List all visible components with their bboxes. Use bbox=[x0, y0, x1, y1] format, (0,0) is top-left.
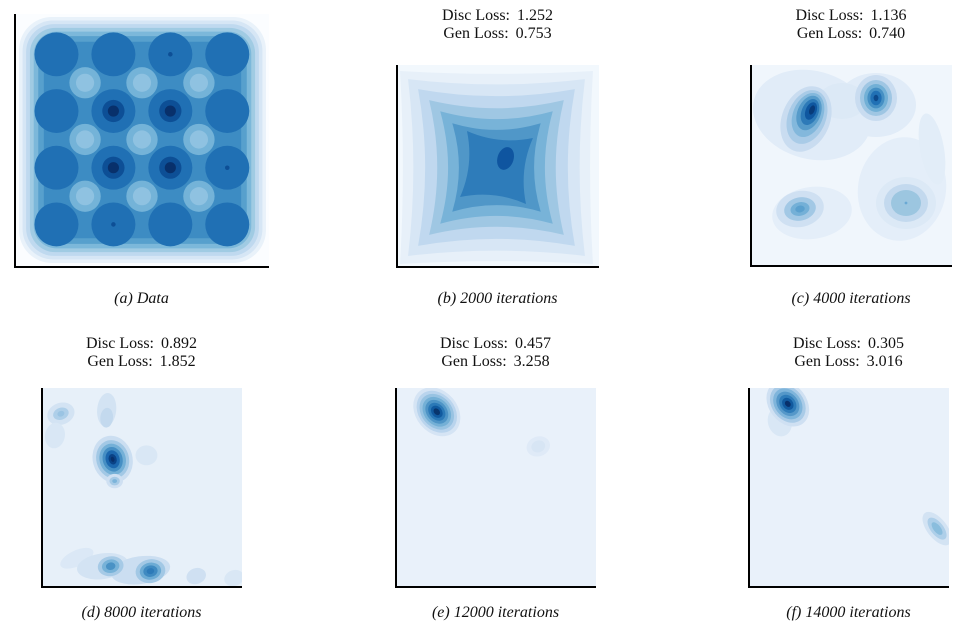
caption-a: (a) Data bbox=[114, 290, 169, 307]
gen-loss-line: Gen Loss: 1.852 bbox=[41, 353, 242, 371]
gen-loss-line: Gen Loss: 3.258 bbox=[395, 353, 596, 371]
contour-plot-12000-iterations bbox=[395, 388, 596, 588]
loss-readout-b: Disc Loss: 1.252 Gen Loss: 0.753 bbox=[396, 7, 599, 43]
disc-loss-label: Disc Loss: bbox=[440, 335, 508, 352]
contour-plot-2000-iterations bbox=[396, 65, 599, 268]
caption-c: (c) 4000 iterations bbox=[791, 290, 911, 307]
kde-contour-b bbox=[398, 65, 599, 266]
disc-loss-line: Disc Loss: 1.136 bbox=[750, 7, 952, 25]
loss-readout-e: Disc Loss: 0.457 Gen Loss: 3.258 bbox=[395, 335, 596, 371]
contour-plot-14000-iterations bbox=[748, 388, 949, 588]
disc-loss-line: Disc Loss: 0.457 bbox=[395, 335, 596, 353]
disc-loss-label: Disc Loss: bbox=[442, 7, 510, 24]
kde-contour-a bbox=[16, 14, 269, 266]
caption-b: (b) 2000 iterations bbox=[437, 290, 558, 307]
disc-loss-line: Disc Loss: 1.252 bbox=[396, 7, 599, 25]
gen-loss-value: 1.852 bbox=[159, 353, 196, 370]
disc-loss-line: Disc Loss: 0.892 bbox=[41, 335, 242, 353]
gen-loss-line: Gen Loss: 3.016 bbox=[748, 353, 949, 371]
loss-readout-f: Disc Loss: 0.305 Gen Loss: 3.016 bbox=[748, 335, 949, 371]
kde-contour-f bbox=[750, 388, 949, 586]
disc-loss-label: Disc Loss: bbox=[793, 335, 861, 352]
contour-plot-8000-iterations bbox=[41, 388, 242, 588]
gen-loss-value: 0.740 bbox=[869, 25, 906, 42]
gen-loss-value: 3.258 bbox=[513, 353, 550, 370]
disc-loss-label: Disc Loss: bbox=[795, 7, 864, 24]
contour-plot-4000-iterations bbox=[750, 65, 952, 267]
disc-loss-value: 0.892 bbox=[161, 335, 197, 352]
disc-loss-label: Disc Loss: bbox=[86, 335, 154, 352]
caption-d: (d) 8000 iterations bbox=[81, 604, 202, 621]
gen-loss-label: Gen Loss: bbox=[441, 353, 507, 370]
gen-loss-label: Gen Loss: bbox=[87, 353, 153, 370]
gen-loss-label: Gen Loss: bbox=[794, 353, 860, 370]
gen-loss-value: 3.016 bbox=[866, 353, 903, 370]
caption-f: (f) 14000 iterations bbox=[786, 604, 911, 621]
gen-loss-label: Gen Loss: bbox=[443, 25, 509, 42]
gen-loss-line: Gen Loss: 0.753 bbox=[396, 25, 599, 43]
loss-readout-d: Disc Loss: 0.892 Gen Loss: 1.852 bbox=[41, 335, 242, 371]
kde-contour-c bbox=[752, 65, 952, 265]
loss-readout-c: Disc Loss: 1.136 Gen Loss: 0.740 bbox=[750, 7, 952, 43]
disc-loss-value: 1.136 bbox=[870, 7, 907, 24]
gen-loss-label: Gen Loss: bbox=[796, 25, 863, 42]
contour-plot-data bbox=[14, 14, 269, 268]
gen-loss-value: 0.753 bbox=[515, 25, 552, 42]
kde-contour-d bbox=[43, 388, 242, 586]
disc-loss-value: 0.457 bbox=[515, 335, 551, 352]
disc-loss-value: 1.252 bbox=[517, 7, 553, 24]
gen-loss-line: Gen Loss: 0.740 bbox=[750, 25, 952, 43]
disc-loss-line: Disc Loss: 0.305 bbox=[748, 335, 949, 353]
caption-e: (e) 12000 iterations bbox=[431, 604, 560, 621]
kde-contour-e bbox=[397, 388, 596, 586]
disc-loss-value: 0.305 bbox=[868, 335, 904, 352]
